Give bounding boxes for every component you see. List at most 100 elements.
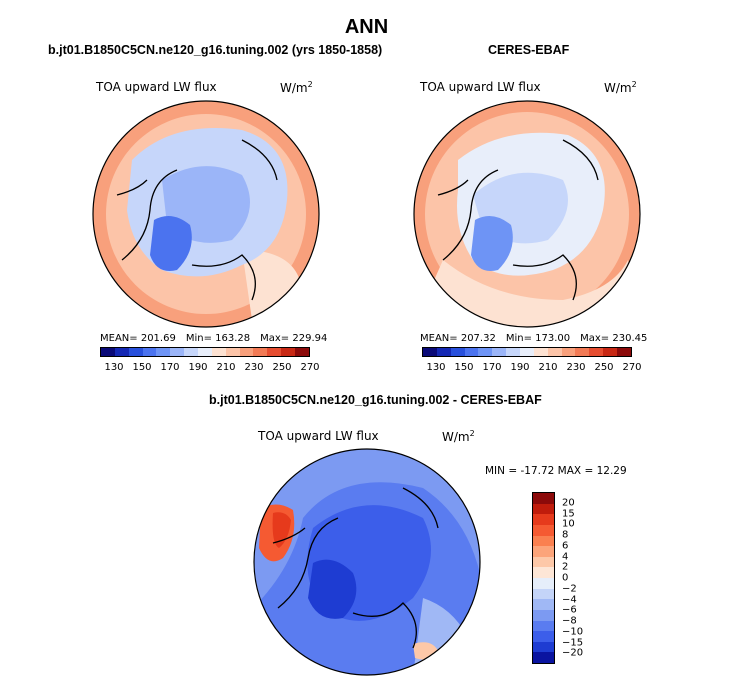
panel-1-max: Max= 229.94 — [260, 333, 328, 344]
panel-3-colorbar-swatch — [533, 546, 554, 557]
panel-2-colorbar-swatch — [423, 348, 437, 356]
panel-1-colorbar-label: 170 — [160, 362, 180, 373]
panel-2-colorbar-label: 190 — [510, 362, 530, 373]
panel-3-variable: TOA upward LW flux — [258, 429, 379, 443]
panel-3-colorbar-label: 8 — [562, 529, 569, 541]
panel-2-colorbar-label: 250 — [594, 362, 614, 373]
panel-1-colorbar-swatch — [156, 348, 171, 356]
panel-1-colorbar-swatch — [184, 348, 199, 356]
panel-1-colorbar-label: 230 — [244, 362, 264, 373]
panel-2-colorbar-swatch — [464, 348, 479, 356]
panel-1-colorbar-swatch — [267, 348, 282, 356]
panel-3-colorbar-label: −2 — [562, 583, 577, 595]
panel-2-colorbar-label: 130 — [426, 362, 446, 373]
panel-3-colorbar-label: −20 — [562, 647, 584, 659]
panel-2-colorbar-swatch — [492, 348, 507, 356]
panel-1-colorbar-label: 150 — [132, 362, 152, 373]
panel-2-colorbar-swatch — [450, 348, 465, 356]
panel-3-colorbar-swatch — [533, 609, 554, 621]
figure-title: ANN — [344, 16, 389, 38]
panel-1-colorbar-label: 270 — [300, 362, 320, 373]
panel-2-colorbar-label: 230 — [566, 362, 586, 373]
panel-1-colorbar-swatch — [114, 348, 129, 356]
panel-1-greenland — [150, 216, 192, 271]
panel-1-colorbar-label: 190 — [188, 362, 208, 373]
panel-3-colorbar-label: 15 — [562, 508, 575, 519]
panel-2-colorbar-label: 270 — [622, 362, 642, 373]
panel-3-colorbar-label: −10 — [562, 626, 584, 638]
panel-3-unit: W/m2 — [442, 429, 475, 444]
panel-3-colorbar-swatch — [533, 503, 554, 515]
panel-2-colorbar-swatch — [603, 348, 618, 356]
panel-1-coast — [116, 139, 278, 301]
panel-1-colorbar-label: 210 — [216, 362, 236, 373]
panel-1-colorbar-swatch — [211, 348, 226, 356]
panel-1-colorbar-swatch — [198, 348, 212, 356]
panel-2-title: CERES-EBAF — [488, 43, 570, 57]
panel-2-variable: TOA upward LW flux — [420, 80, 541, 94]
panel-3-colorbar-label: 2 — [562, 561, 569, 573]
panel-2-colorbar-swatch — [520, 348, 534, 356]
panel-1-colorbar-swatch — [253, 348, 268, 356]
panel-2-coast — [437, 139, 599, 301]
panel-3-colorbar-swatch — [533, 631, 554, 642]
panel-2-map — [413, 100, 641, 328]
panel-3-colorbar-label: 4 — [562, 551, 569, 562]
panel-3-minmax: MIN = -17.72 MAX = 12.29 — [485, 465, 627, 477]
panel-1-colorbar — [100, 347, 310, 357]
panel-3-colorbar-swatch — [533, 578, 554, 589]
panel-3-warm-anomaly-fringe — [272, 512, 291, 548]
panel-2-colorbar-swatch — [478, 348, 493, 356]
panel-2-max: Max= 230.45 — [580, 333, 648, 344]
panel-3-colorbar-swatch — [533, 514, 554, 525]
panel-3-colorbar-swatch — [533, 641, 554, 653]
panel-1-colorbar-swatch — [101, 348, 115, 356]
panel-3-colorbar-swatch — [533, 620, 554, 632]
panel-3-colorbar-swatch — [533, 535, 554, 547]
panel-1-colorbar-swatch — [128, 348, 143, 356]
panel-1-colorbar-labels: 130 150 170 190 210 230 250 270 — [100, 362, 319, 374]
panel-2-colorbar-label: 150 — [454, 362, 474, 373]
panel-3-greenland — [308, 559, 357, 619]
panel-3-colorbar-swatch — [533, 588, 554, 600]
panel-2-colorbar-label: 170 — [482, 362, 502, 373]
panel-3-colorbar-label: −8 — [562, 615, 577, 627]
panel-3-colorbar-labels: 20 15 10 8 6 4 2 0 −2 −4 −6 −8 −10 −15 −20 — [562, 492, 602, 664]
panel-2-colorbar — [422, 347, 632, 357]
panel-3-colorbar-label: 6 — [562, 540, 569, 552]
panel-2-greenland — [471, 216, 513, 271]
panel-2-colorbar-swatch — [617, 348, 631, 356]
panel-2-mean: MEAN= 207.32 — [420, 333, 496, 344]
panel-1-stats: MEAN= 201.69 Min= 163.28 Max= 229.94 — [100, 333, 337, 344]
panel-2-unit: W/m2 — [604, 80, 637, 95]
panel-2-min: Min= 173.00 — [505, 333, 571, 344]
panel-1-mean: MEAN= 201.69 — [100, 333, 176, 344]
panel-2-colorbar-swatch — [561, 348, 576, 356]
panel-3-colorbar-label: −15 — [562, 637, 584, 648]
panel-2-colorbar-swatch — [506, 348, 521, 356]
panel-2-colorbar-swatch — [547, 348, 562, 356]
panel-3-colorbar-label: 10 — [562, 518, 575, 530]
panel-2-colorbar-swatch — [533, 348, 548, 356]
panel-1-min: Min= 163.28 — [185, 333, 251, 344]
panel-2-colorbar-swatch — [589, 348, 604, 356]
panel-1-colorbar-label: 130 — [104, 362, 124, 373]
panel-1-colorbar-swatch — [281, 348, 296, 356]
panel-3-colorbar-swatch — [533, 556, 554, 568]
panel-1-colorbar-swatch — [170, 348, 185, 356]
panel-1-map — [92, 100, 320, 328]
panel-2-colorbar-labels: 130 150 170 190 210 230 250 270 — [422, 362, 641, 374]
panel-1-colorbar-swatch — [239, 348, 254, 356]
panel-3-colorbar-swatch — [533, 567, 554, 578]
panel-3-colorbar-swatch — [533, 599, 554, 610]
panel-3-colorbar-label: 20 — [562, 497, 575, 509]
panel-2-colorbar-label: 210 — [538, 362, 558, 373]
panel-3-colorbar-label: 0 — [562, 572, 569, 584]
panel-1-unit: W/m2 — [280, 80, 313, 95]
panel-1-title: b.jt01.B1850C5CN.ne120_g16.tuning.002 (y… — [48, 43, 383, 57]
panel-3-colorbar-label: −4 — [562, 594, 577, 605]
panel-1-colorbar-swatch — [295, 348, 309, 356]
panel-2-stats: MEAN= 207.32 Min= 173.00 Max= 230.45 — [420, 333, 657, 344]
panel-3-colorbar-label: −6 — [562, 604, 577, 616]
panel-3-map — [253, 448, 481, 676]
